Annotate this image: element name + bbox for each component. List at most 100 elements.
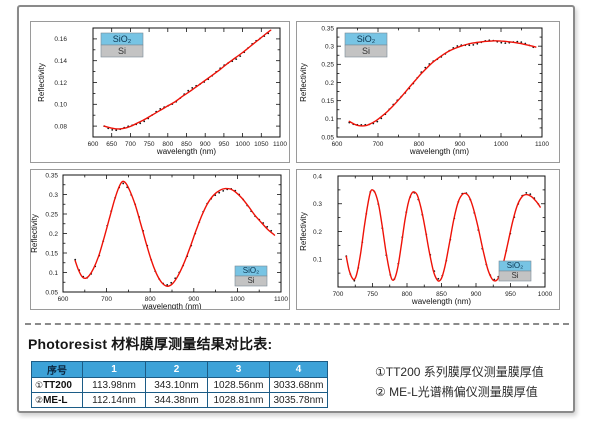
reflectivity-plot: 600 700 800 900 1000 1100 0.05 0.1 0.15 0.2 0.25 0.… <box>30 172 288 311</box>
fitted-curve-line <box>103 29 272 130</box>
table-cell: 343.10nm <box>145 377 208 393</box>
table-cell: 3033.68nm <box>269 377 328 393</box>
y-tick-label: 0.35 <box>45 172 58 179</box>
x-tick-label: 900 <box>471 291 482 298</box>
x-tick-label: 650 <box>106 141 117 148</box>
y-tick-label: 0.25 <box>321 62 334 69</box>
x-tick-label: 950 <box>505 291 516 298</box>
x-tick-label: 850 <box>436 291 447 298</box>
y-tick-label: 0.2 <box>313 229 322 236</box>
chart-panel-sio2-medium: 600 700 800 900 1000 1100 0.05 0.1 0.15 0.2 0.25 0.… <box>296 21 560 163</box>
x-axis-ticks <box>62 175 282 292</box>
table-header-cell: 2 <box>145 361 208 378</box>
y-tick-label: 0.3 <box>313 201 322 208</box>
x-tick-label: 850 <box>181 141 192 148</box>
y-tick-label: 0.1 <box>313 257 322 264</box>
y-tick-label: 0.12 <box>54 80 67 87</box>
x-axis-ticks <box>337 176 546 287</box>
x-tick-label: 700 <box>101 296 112 303</box>
y-tick-label: 0.25 <box>45 211 58 218</box>
x-tick-label: 1000 <box>235 141 250 148</box>
x-tick-label: 750 <box>367 291 378 298</box>
y-tick-label: 0.35 <box>321 25 334 32</box>
y-axis-ticks <box>337 27 542 138</box>
y-tick-label: 0.10 <box>54 102 67 109</box>
y-tick-label: 0.15 <box>45 250 58 257</box>
x-tick-label: 1100 <box>274 296 288 303</box>
y-tick-label: 0.16 <box>54 36 67 43</box>
x-tick-label: 800 <box>145 296 156 303</box>
x-tick-label: 1000 <box>494 141 509 148</box>
x-axis-label: wavelength (nm) <box>411 297 471 306</box>
x-axis-ticks <box>336 28 543 137</box>
comparison-table: 序号 1 2 3 4 ①TT200 113.98nm 343.10nm 1028.56nm 303… <box>31 361 328 408</box>
reflectivity-plot: 600 700 800 900 1000 1100 0.05 0.1 0.15 0.2 0.25 0.… <box>299 25 549 156</box>
y-tick-label: 0.1 <box>49 270 58 277</box>
y-axis-ticks <box>338 175 545 274</box>
x-tick-label: 700 <box>373 141 384 148</box>
legend-item-label: SiO₂ <box>507 261 523 270</box>
y-tick-label: 0.3 <box>325 43 334 50</box>
x-tick-label: 1050 <box>254 141 269 148</box>
legend-box: SiO₂ Si <box>100 32 144 58</box>
legend-item-label: SiO₂ <box>357 34 376 44</box>
x-tick-label: 800 <box>414 141 425 148</box>
x-axis-ticks <box>92 28 281 137</box>
x-axis-label: wavelength (nm) <box>141 302 201 309</box>
table-cell: 344.38nm <box>145 392 208 408</box>
row-name: ME-L <box>43 394 68 406</box>
x-axis-label: wavelength (nm) <box>156 147 216 156</box>
x-tick-label: 750 <box>144 141 155 148</box>
table-header-cell: 序号 <box>31 361 83 378</box>
x-tick-label: 1100 <box>273 141 287 148</box>
legend-item-label: Si <box>362 46 370 56</box>
table-header-cell: 1 <box>82 361 146 378</box>
legend-item-label: Si <box>247 276 254 285</box>
x-tick-label: 1000 <box>230 296 245 303</box>
figure-frame: 600 650 700 750 800 850 900 950 1000 1050 1100 0.08… <box>17 5 575 413</box>
legend-item-label: SiO₂ <box>243 266 259 275</box>
dashed-divider <box>25 323 569 325</box>
table-cell: 1028.56nm <box>207 377 270 393</box>
table-cell: 3035.78nm <box>269 392 328 408</box>
x-tick-label: 800 <box>162 141 173 148</box>
table-row-header: ②ME-L <box>31 392 83 408</box>
table-row: ①TT200 113.98nm 343.10nm 1028.56nm 3033.68nm <box>31 377 328 393</box>
x-tick-label: 1100 <box>535 141 549 148</box>
y-tick-label: 0.2 <box>325 80 334 87</box>
x-tick-label: 900 <box>200 141 211 148</box>
fitted-curve-line <box>348 40 537 127</box>
x-tick-label: 700 <box>125 141 136 148</box>
x-tick-label: 900 <box>188 296 199 303</box>
chart-panel-sio2-thickest: 700 750 800 850 900 950 1000 0.1 0.2 0.3 0.4 wavele… <box>296 169 560 310</box>
y-tick-label: 0.05 <box>321 134 334 141</box>
y-tick-label: 0.14 <box>54 58 67 65</box>
y-axis-label: Reflectivity <box>37 63 46 102</box>
y-axis-label: Reflectivity <box>299 212 308 251</box>
y-tick-label: 0.3 <box>49 192 58 199</box>
legend-item-label: Si <box>118 46 126 56</box>
x-tick-label: 600 <box>58 296 69 303</box>
table-cell: 1028.81nm <box>207 392 270 408</box>
y-axis-ticks <box>63 174 281 293</box>
x-tick-label: 950 <box>218 141 229 148</box>
fitted-curve-line <box>74 180 276 287</box>
y-axis-label: Reflectivity <box>299 63 308 102</box>
y-tick-label: 0.15 <box>321 98 334 105</box>
table-cell: 113.98nm <box>82 377 146 393</box>
x-tick-label: 600 <box>88 141 99 148</box>
table-row: ②ME-L 112.14nm 344.38nm 1028.81nm 3035.78nm <box>31 392 328 408</box>
y-tick-label: 0.05 <box>45 289 58 296</box>
x-tick-label: 600 <box>332 141 343 148</box>
legend-item-label: SiO₂ <box>113 34 132 44</box>
y-tick-label: 0.08 <box>54 123 67 130</box>
note-mel: ② ME-L光谱椭偏仪测量膜厚值 <box>375 385 538 399</box>
reflectivity-plot: 700 750 800 850 900 950 1000 0.1 0.2 0.3 0.4 wavele… <box>299 173 553 306</box>
x-tick-label: 700 <box>333 291 344 298</box>
table-cell: 112.14nm <box>82 392 146 408</box>
y-tick-label: 0.4 <box>313 173 322 180</box>
chart-panel-sio2-thick: 600 700 800 900 1000 1100 0.05 0.1 0.15 0.2 0.25 0.… <box>30 169 290 311</box>
table-header-cell: 3 <box>207 361 270 378</box>
